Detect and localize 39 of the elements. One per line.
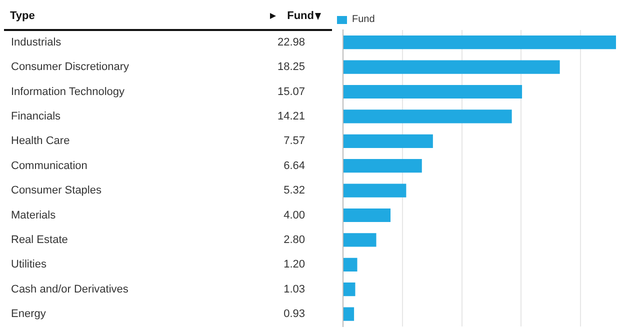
y-tick-label: Industrials	[11, 36, 62, 48]
bar	[344, 307, 354, 321]
data-label: 18.25	[277, 61, 305, 74]
bar	[344, 110, 512, 124]
bar	[344, 258, 358, 272]
y-tick-label: Materials	[11, 209, 56, 222]
y-tick-label: Energy	[11, 308, 46, 320]
y-tick-label: Financials	[11, 110, 62, 122]
data-label: 6.64	[284, 160, 305, 172]
data-label: 14.21	[277, 110, 305, 122]
legend-label: Fund	[352, 14, 375, 25]
bar	[344, 208, 391, 222]
bar	[344, 159, 422, 173]
data-label: 22.98	[277, 36, 305, 48]
bar	[344, 84, 522, 99]
data-label: 5.32	[284, 184, 305, 197]
y-tick-label: Information Technology	[11, 86, 126, 98]
y-tick-label: Utilities	[11, 258, 47, 271]
data-label: 2.80	[284, 234, 305, 246]
data-label: 4.00	[284, 209, 305, 222]
data-label: 1.03	[284, 283, 305, 296]
y-tick-label: Consumer Staples	[11, 184, 102, 197]
data-label: 0.93	[284, 308, 305, 320]
bar	[344, 184, 406, 198]
bar	[344, 36, 616, 50]
bar	[344, 60, 560, 74]
data-label: 7.57	[284, 135, 305, 148]
y-tick-label: Consumer Discretionary	[11, 61, 130, 74]
bar	[344, 134, 433, 148]
x-axis-title: Fund	[287, 10, 314, 22]
y-tick-label: Health Care	[11, 135, 70, 148]
bar	[344, 282, 356, 296]
y-tick-label: Communication	[11, 160, 88, 172]
y-axis-title: Type	[10, 10, 35, 22]
bar	[344, 233, 376, 247]
data-label: 15.07	[277, 86, 305, 98]
y-tick-label: Real Estate	[11, 234, 68, 246]
y-tick-label: Cash and/or Derivatives	[11, 283, 129, 296]
data-label: 1.20	[284, 258, 305, 271]
